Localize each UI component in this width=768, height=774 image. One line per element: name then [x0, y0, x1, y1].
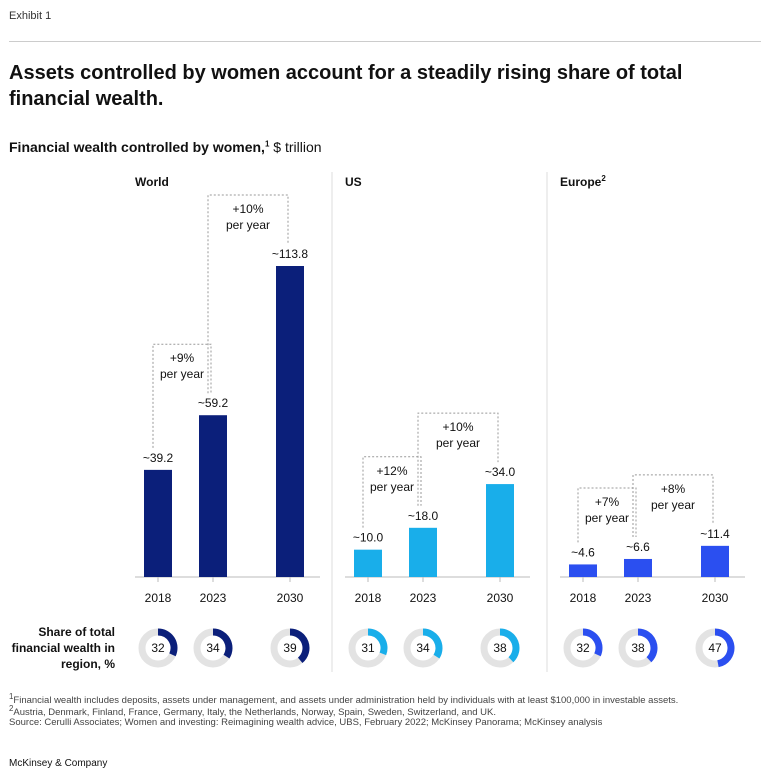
panel-title: World: [135, 175, 169, 189]
subtitle-text: Financial wealth controlled by women,: [9, 139, 265, 155]
x-tick-label: 2018: [145, 591, 172, 605]
donut-arc: [582, 628, 603, 657]
x-tick-label: 2023: [410, 591, 437, 605]
subtitle-note: 1: [264, 139, 270, 149]
value-label: ~113.8: [272, 247, 308, 261]
footnote-text: Austria, Denmark, Finland, France, Germa…: [13, 707, 497, 719]
donut-arc: [289, 628, 310, 664]
panel-title-text: Europe: [560, 175, 602, 189]
bar: [624, 558, 652, 577]
x-tick-label: 2023: [200, 591, 227, 605]
panel-title: US: [345, 175, 362, 189]
footnote-marker: 2: [9, 704, 14, 713]
growth-rate: +10%: [232, 202, 263, 216]
brand: McKinsey & Company: [9, 758, 108, 769]
x-tick-label: 2018: [355, 591, 382, 605]
title: Assets controlled by women account for a…: [9, 62, 683, 110]
value-label: ~10.0: [353, 531, 384, 545]
value-label: ~34.0: [485, 465, 516, 479]
growth-bracket: [362, 456, 422, 528]
value-label: ~59.2: [198, 396, 229, 410]
donut-label: 38: [493, 641, 507, 655]
growth-period: per year: [585, 511, 629, 525]
x-tick-label: 2018: [570, 591, 597, 605]
value-label: ~4.6: [571, 545, 595, 559]
donut-label: 34: [206, 641, 220, 655]
x-tick-label: 2030: [487, 591, 514, 605]
footnote: 1Financial wealth includes deposits, ass…: [9, 692, 678, 706]
value-label: ~11.4: [700, 527, 730, 541]
donut-arc: [157, 628, 178, 657]
x-tick-label: 2030: [277, 591, 304, 605]
bar: [276, 266, 304, 577]
growth-period: per year: [651, 498, 695, 512]
growth-period: per year: [160, 367, 204, 381]
donut-arc: [637, 628, 658, 663]
x-tick-label: 2023: [625, 591, 652, 605]
growth-period: per year: [436, 436, 480, 450]
donut-label: 31: [361, 641, 375, 655]
footnote-text: Financial wealth includes deposits, asse…: [13, 695, 679, 707]
bar: [354, 549, 382, 577]
growth-rate: +10%: [442, 420, 473, 434]
donut-label: 32: [576, 641, 590, 655]
growth-bracket: [577, 487, 637, 543]
subtitle: Financial wealth controlled by women,1 $…: [9, 139, 322, 155]
donut-label: 34: [416, 641, 430, 655]
value-label: ~18.0: [408, 509, 439, 523]
donut-arc: [714, 628, 735, 668]
bar: [144, 469, 172, 577]
donut-label: 39: [283, 641, 297, 655]
exhibit-label: Exhibit 1: [9, 10, 52, 22]
bar: [199, 415, 227, 577]
footnote: 2Austria, Denmark, Finland, France, Germ…: [9, 704, 496, 718]
bar: [701, 545, 729, 577]
donut-label: 47: [708, 641, 722, 655]
subtitle-unit: $ trillion: [273, 139, 322, 155]
donut-arc: [212, 628, 233, 659]
growth-rate: +7%: [595, 495, 620, 509]
share-label: Share of total financial wealth in regio…: [11, 625, 115, 671]
growth-bracket: [417, 412, 499, 506]
donut-label: 38: [631, 641, 645, 655]
bar: [409, 527, 437, 577]
bar: [486, 484, 514, 577]
donut-label: 32: [151, 641, 165, 655]
x-tick-label: 2030: [702, 591, 729, 605]
donut-arc: [499, 628, 520, 663]
growth-period: per year: [226, 218, 270, 232]
growth-rate: +12%: [376, 464, 407, 478]
donut-arc: [367, 628, 388, 656]
divider: [9, 41, 761, 42]
growth-bracket: [152, 343, 212, 448]
donut-arc: [422, 628, 443, 659]
growth-period: per year: [370, 480, 414, 494]
panel-title-text: US: [345, 175, 362, 189]
panel-title-text: World: [135, 175, 169, 189]
footnote-marker: 1: [9, 692, 14, 701]
growth-rate: +9%: [170, 351, 195, 365]
value-label: ~39.2: [143, 451, 174, 465]
bar: [569, 564, 597, 577]
panel-title-note: 2: [601, 174, 606, 183]
growth-rate: +8%: [661, 482, 686, 496]
panel-title: Europe2: [560, 174, 606, 189]
source: Source: Cerulli Associates; Women and in…: [9, 717, 603, 728]
value-label: ~6.6: [626, 540, 650, 554]
